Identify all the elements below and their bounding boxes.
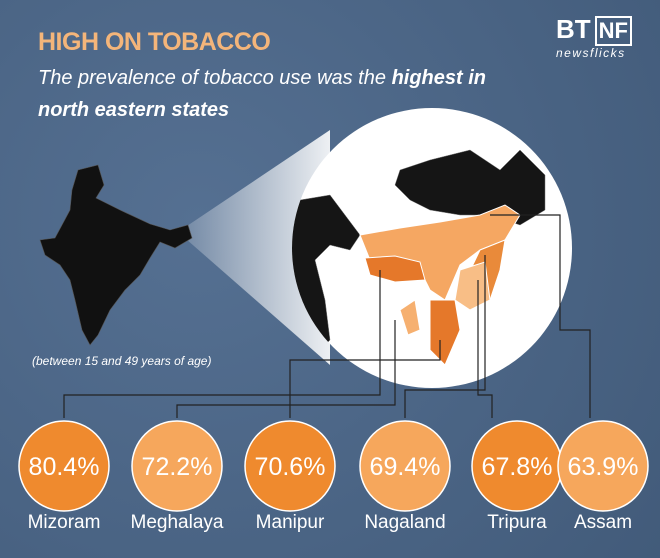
value-circle xyxy=(131,420,223,512)
logo-text: NF xyxy=(594,16,632,46)
india-map xyxy=(39,164,193,346)
value-label: 69.4% xyxy=(370,453,441,481)
logo: BT NF newsflicks xyxy=(556,14,646,60)
subtitle-text: The prevalence of tobacco use was the xyxy=(38,67,386,89)
value-label: 72.2% xyxy=(142,453,213,481)
note: (between 15 and 49 years of age) xyxy=(32,354,212,368)
subtitle: The prevalence of tobacco use was the hi… xyxy=(38,62,518,126)
logo-tagline: newsflicks xyxy=(556,46,626,60)
category-label: Meghalaya xyxy=(131,512,224,533)
category-label: Nagaland xyxy=(364,512,445,533)
category-label: Tripura xyxy=(487,512,547,533)
value-circle xyxy=(18,420,110,512)
category-label: Mizoram xyxy=(28,512,101,533)
value-circle xyxy=(359,420,451,512)
value-circle xyxy=(557,420,649,512)
value-circle xyxy=(244,420,336,512)
zoom-cone xyxy=(178,130,330,365)
value-label: 80.4% xyxy=(29,453,100,481)
value-label: 70.6% xyxy=(255,453,326,481)
value-label: 63.9% xyxy=(568,453,639,481)
subtitle-bold: highest in xyxy=(391,67,487,89)
subtitle-bold: north eastern states xyxy=(38,99,230,121)
category-label: Assam xyxy=(574,512,632,533)
connectors xyxy=(63,214,591,418)
logo-text: BT xyxy=(556,14,591,44)
title: HIGH ON TOBACCO xyxy=(38,28,271,56)
value-label: 67.8% xyxy=(482,453,553,481)
category-label: Manipur xyxy=(256,512,325,533)
